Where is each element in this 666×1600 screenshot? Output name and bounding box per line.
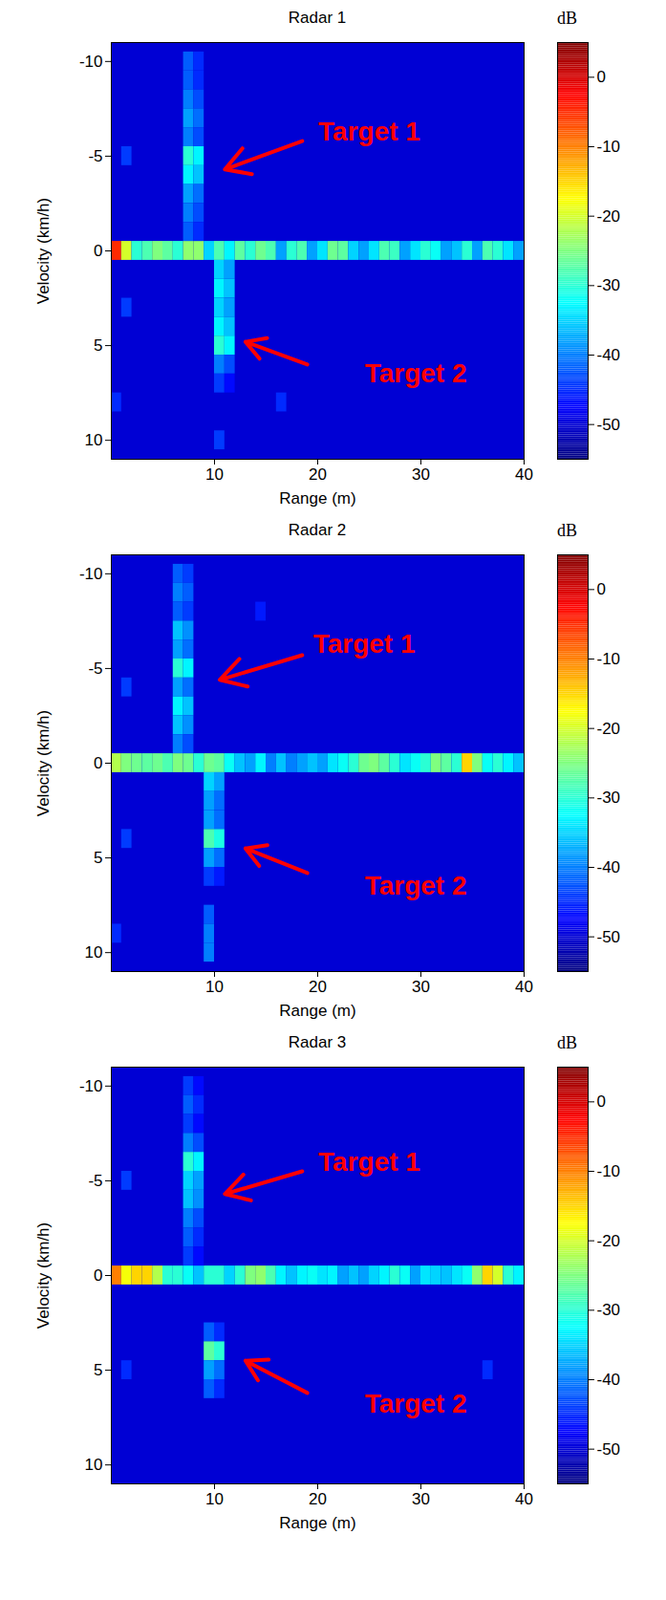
svg-text:-40: -40 bbox=[597, 345, 622, 365]
svg-text:-5: -5 bbox=[87, 147, 103, 166]
svg-text:-10: -10 bbox=[79, 1076, 104, 1096]
svg-text:10: 10 bbox=[205, 465, 224, 484]
svg-text:20: 20 bbox=[308, 1489, 327, 1508]
svg-text:40: 40 bbox=[515, 977, 534, 996]
svg-text:Target 1: Target 1 bbox=[313, 628, 416, 659]
svg-text:-10: -10 bbox=[597, 137, 622, 156]
html-text:dB: dB bbox=[557, 1032, 578, 1053]
svg-text:0: 0 bbox=[93, 241, 103, 260]
svg-text:-40: -40 bbox=[597, 1370, 622, 1389]
svg-text:10: 10 bbox=[85, 1455, 104, 1474]
svg-text:-50: -50 bbox=[597, 1439, 622, 1459]
svg-text:10: 10 bbox=[205, 1489, 224, 1508]
svg-text:-10: -10 bbox=[597, 1161, 622, 1181]
svg-text:-10: -10 bbox=[79, 52, 104, 71]
svg-text:40: 40 bbox=[515, 465, 534, 484]
svg-text:0: 0 bbox=[597, 1092, 606, 1111]
svg-text:-20: -20 bbox=[597, 1231, 622, 1250]
svg-text:5: 5 bbox=[93, 336, 103, 355]
svg-text:0: 0 bbox=[597, 580, 606, 599]
svg-text:Target 1: Target 1 bbox=[318, 116, 421, 147]
svg-text:Target 1: Target 1 bbox=[318, 1146, 421, 1177]
svg-text:0: 0 bbox=[93, 1266, 103, 1285]
svg-text:40: 40 bbox=[515, 1489, 534, 1508]
svg-text:-50: -50 bbox=[597, 415, 622, 434]
svg-text:Velocity (km/h): Velocity (km/h) bbox=[34, 1222, 53, 1329]
svg-text:-20: -20 bbox=[597, 719, 622, 738]
svg-text:5: 5 bbox=[93, 848, 103, 867]
html-text:Radar 2: Radar 2 bbox=[288, 520, 347, 539]
html-text:dB: dB bbox=[557, 520, 578, 540]
svg-text:0: 0 bbox=[93, 753, 103, 773]
svg-text:30: 30 bbox=[411, 465, 430, 484]
html-text:Radar 1: Radar 1 bbox=[288, 8, 347, 27]
svg-text:-5: -5 bbox=[87, 1171, 103, 1190]
svg-text:20: 20 bbox=[308, 977, 327, 996]
svg-text:10: 10 bbox=[205, 977, 224, 996]
svg-text:0: 0 bbox=[597, 67, 606, 86]
svg-text:-30: -30 bbox=[597, 1300, 622, 1319]
svg-text:-40: -40 bbox=[597, 858, 622, 877]
svg-text:5: 5 bbox=[93, 1360, 103, 1379]
svg-text:-10: -10 bbox=[79, 564, 104, 583]
svg-text:-20: -20 bbox=[597, 207, 622, 226]
svg-text:Range (m): Range (m) bbox=[279, 1001, 356, 1020]
svg-text:Velocity (km/h): Velocity (km/h) bbox=[34, 709, 53, 817]
svg-text:-5: -5 bbox=[87, 659, 103, 678]
svg-text:-30: -30 bbox=[597, 276, 622, 295]
svg-text:30: 30 bbox=[411, 1489, 430, 1508]
svg-text:20: 20 bbox=[308, 465, 327, 484]
html-text:Radar 3: Radar 3 bbox=[288, 1032, 347, 1052]
svg-text:-10: -10 bbox=[597, 649, 622, 668]
svg-text:Target 2: Target 2 bbox=[365, 1388, 468, 1418]
svg-text:10: 10 bbox=[85, 430, 104, 450]
svg-text:Range (m): Range (m) bbox=[279, 489, 356, 508]
svg-text:Target 2: Target 2 bbox=[365, 870, 468, 901]
svg-text:Target 2: Target 2 bbox=[365, 358, 468, 388]
svg-text:Velocity (km/h): Velocity (km/h) bbox=[34, 197, 53, 304]
html-text:dB: dB bbox=[557, 8, 578, 28]
svg-text:-50: -50 bbox=[597, 927, 622, 946]
svg-text:-30: -30 bbox=[597, 788, 622, 807]
svg-text:10: 10 bbox=[85, 943, 104, 962]
svg-text:30: 30 bbox=[411, 977, 430, 996]
svg-text:Range (m): Range (m) bbox=[279, 1513, 356, 1532]
